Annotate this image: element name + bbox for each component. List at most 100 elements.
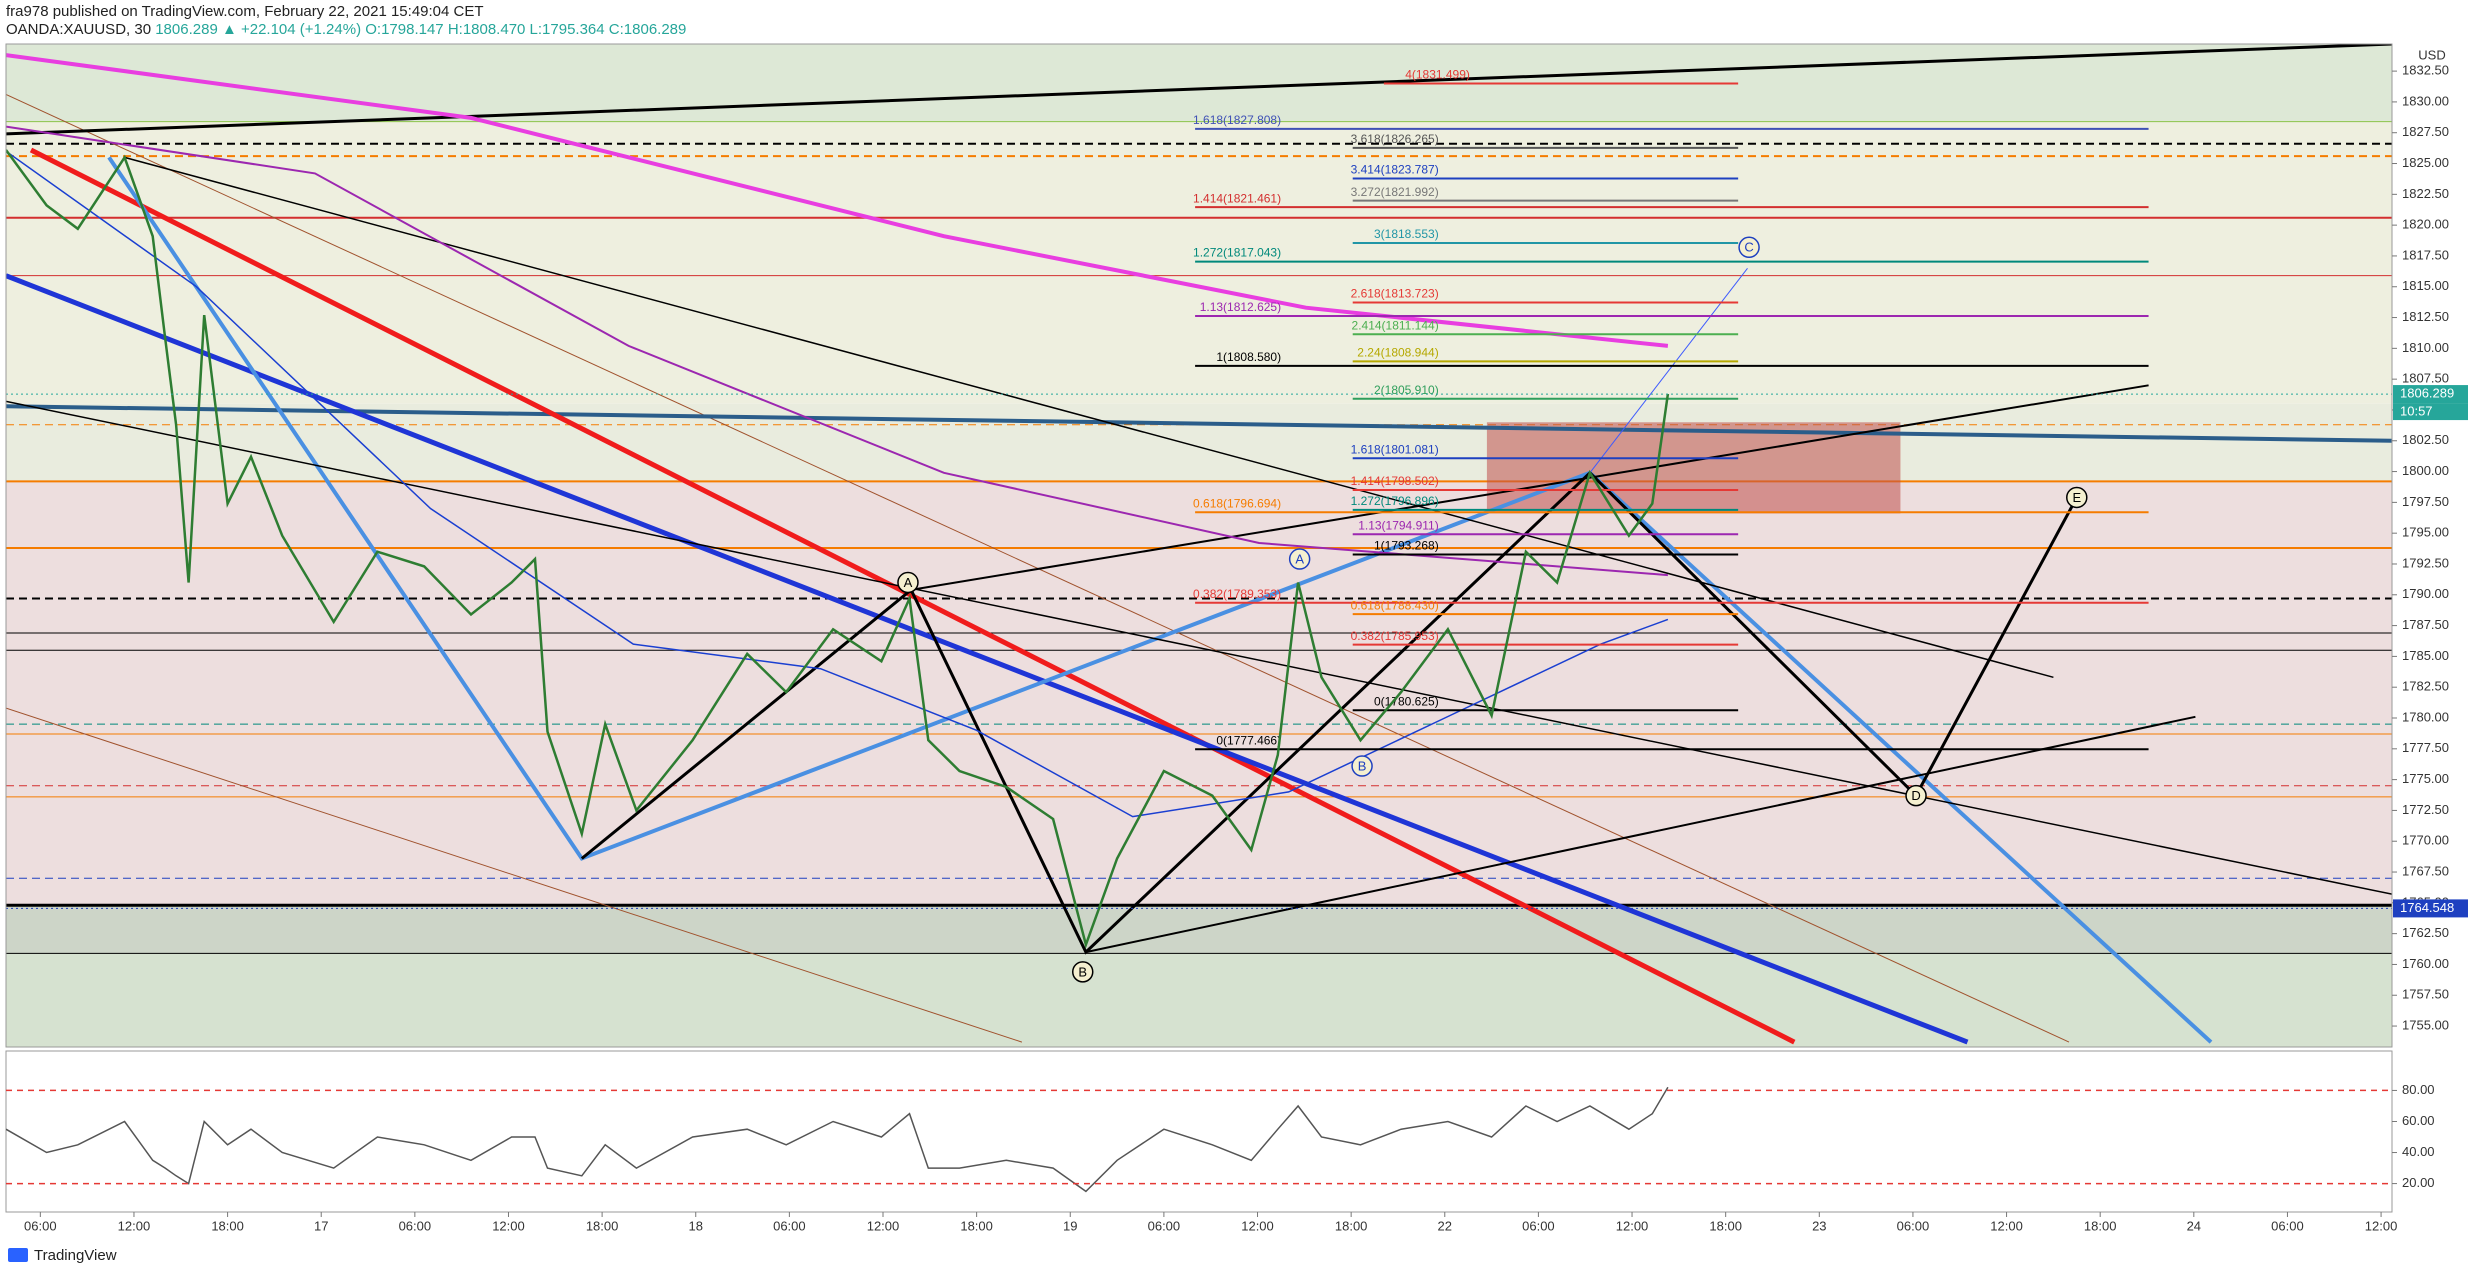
wave-marker	[897, 571, 919, 594]
y-tick-label: 1817.50	[2402, 247, 2449, 262]
y-tick-label: 20.00	[2402, 1175, 2435, 1190]
trend-line	[910, 384, 2149, 591]
y-tick-label: 1762.50	[2402, 925, 2449, 940]
x-tick-label: 06:00	[1897, 1218, 1930, 1233]
wave-label: D	[1911, 788, 1920, 803]
fib-level-label: 1.618(1827.808)	[1193, 113, 1281, 127]
x-tick-label: 12:00	[1616, 1218, 1649, 1233]
y-tick-label: 1800.00	[2402, 463, 2449, 478]
trend-line	[6, 273, 1969, 1045]
fib-level-label: 1.414(1798.502)	[1351, 474, 1439, 488]
axis-unit: USD	[2418, 47, 2445, 62]
y-tick-label: 60.00	[2402, 1113, 2435, 1128]
x-tick-label: 12:00	[2365, 1218, 2398, 1233]
wave-marker	[1071, 961, 1094, 983]
y-tick-label: 80.00	[2402, 1082, 2435, 1097]
y-tick-label: 1807.50	[2402, 371, 2449, 386]
symbol-line: OANDA:XAUUSD, 30 1806.289 ▲ +22.104 (+1.…	[6, 21, 686, 38]
wave-label: E	[2072, 490, 2081, 505]
rsi-line	[6, 1086, 1669, 1193]
price-pane: 4(1831.499) 1.618(1827.808) 3.618(1826.265…	[6, 44, 2392, 1047]
fib-level-label: 2.618(1813.723)	[1351, 287, 1439, 301]
x-tick-label: 06:00	[1522, 1218, 1555, 1233]
y-tick-label: 1775.00	[2402, 771, 2449, 786]
x-tick-label: 19	[1063, 1218, 1077, 1233]
y-tick-label: 1815.00	[2402, 278, 2449, 293]
y-tick-label: 1760.00	[2402, 956, 2449, 971]
fib-level-label: 1.272(1817.043)	[1193, 246, 1281, 260]
fib-level-label: 1.272(1796.896)	[1351, 494, 1439, 508]
zone	[6, 121, 2392, 404]
logo-mark	[8, 1248, 28, 1262]
fib-level-label: 0(1780.625)	[1374, 694, 1439, 708]
y-tick-label: 1810.00	[2402, 340, 2449, 355]
price-label-box	[2393, 385, 2468, 404]
y-tick-label: 1780.00	[2402, 709, 2449, 724]
last-price: 1806.289	[155, 21, 218, 38]
trend-line	[6, 404, 2392, 443]
x-tick-label: 12:00	[1241, 1218, 1274, 1233]
wave-label: B	[1358, 758, 1367, 773]
trend-line	[580, 471, 1591, 955]
x-tick-label: 06:00	[1148, 1218, 1181, 1233]
trend-line	[1588, 471, 2213, 1044]
fib-level-label: 3(1818.553)	[1374, 227, 1439, 241]
price-label: 1764.548	[2400, 900, 2454, 915]
wave-marker	[1738, 236, 1760, 259]
y-tick-label: 1812.50	[2402, 309, 2449, 324]
wave-marker	[1288, 548, 1311, 570]
fib-level-label: 0.618(1796.694)	[1193, 496, 1281, 510]
fib-level-label: 1.618(1801.081)	[1351, 442, 1439, 456]
brand: TradingView	[34, 1247, 117, 1264]
fib-level-label: 2.24(1808.944)	[1357, 346, 1438, 360]
y-tick-label: 1777.50	[2402, 740, 2449, 755]
y-tick-label: 1767.50	[2402, 863, 2449, 878]
trend-line	[1085, 715, 2196, 954]
price-line	[6, 149, 1670, 949]
y-tick-label: 1825.00	[2402, 155, 2449, 170]
zone	[6, 403, 2392, 482]
price-pane-border	[5, 43, 2393, 1048]
y-tick-label: 1790.00	[2402, 586, 2449, 601]
x-tick-label: 18:00	[1709, 1218, 1742, 1233]
x-tick-label: 06:00	[24, 1218, 57, 1233]
trend-line	[6, 707, 1023, 1043]
wave-marker	[2066, 486, 2088, 509]
fib-level-label: 1(1793.268)	[1374, 539, 1439, 553]
publisher: fra978 published on TradingView.com, Feb…	[6, 3, 484, 20]
y-tick-label: 1770.00	[2402, 833, 2449, 848]
x-tick-label: 18:00	[2084, 1218, 2117, 1233]
y-tick-label: 1822.50	[2402, 186, 2449, 201]
zone	[6, 481, 2392, 906]
fib-level-label: 3.618(1826.265)	[1351, 132, 1439, 146]
fib-level-label: 1.13(1794.911)	[1358, 518, 1439, 532]
wave-marker	[1351, 755, 1373, 777]
y-tick-label: 1757.50	[2402, 987, 2449, 1002]
y-tick-label: 1792.50	[2402, 555, 2449, 570]
y-tick-label: 1772.50	[2402, 802, 2449, 817]
x-tick-label: 06:00	[773, 1218, 806, 1233]
x-tick-label: 18	[689, 1218, 703, 1233]
y-tick-label: 1832.50	[2402, 63, 2449, 78]
x-tick-label: 12:00	[118, 1218, 151, 1233]
moving-average	[6, 125, 1668, 577]
y-tick-label: 1830.00	[2402, 93, 2449, 108]
wave-label: A	[904, 575, 913, 590]
fib-level-label: 3.414(1823.787)	[1351, 163, 1439, 177]
axes: 1755.001757.501760.001762.501765.001767.…	[24, 47, 2468, 1233]
wave-label: B	[1078, 964, 1087, 979]
zone	[6, 905, 2392, 954]
x-tick-label: 12:00	[492, 1218, 525, 1233]
symbol: OANDA:XAUUSD, 30	[6, 21, 151, 38]
x-tick-label: 18:00	[586, 1218, 619, 1233]
fib-level-label: 0(1777.466)	[1216, 733, 1281, 747]
fib-level-label: 4(1831.499)	[1405, 68, 1470, 82]
y-tick-label: 1787.50	[2402, 617, 2449, 632]
zone	[6, 953, 2392, 1047]
fib-level-label: 1(1808.580)	[1216, 350, 1281, 364]
x-tick-label: 18:00	[960, 1218, 993, 1233]
y-tick-label: 1827.50	[2402, 124, 2449, 139]
x-tick-label: 18:00	[1335, 1218, 1368, 1233]
